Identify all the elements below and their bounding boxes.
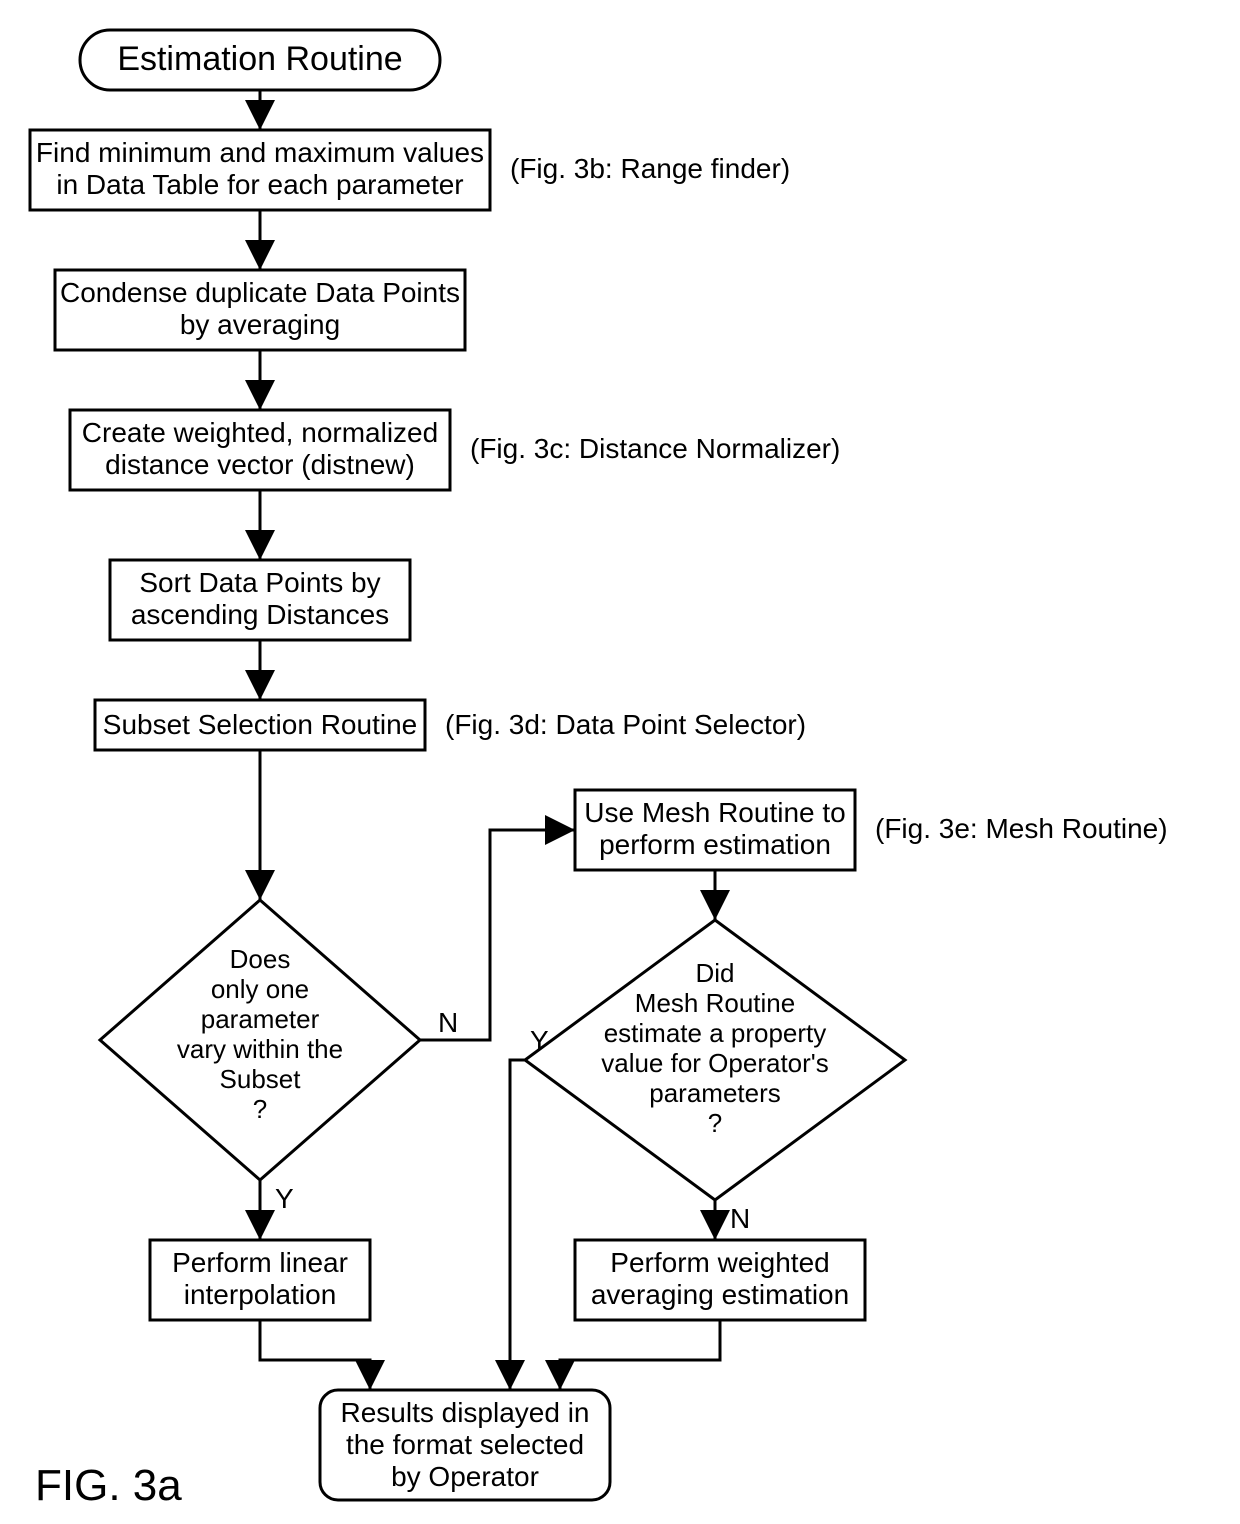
label-d1-no: N: [438, 1007, 458, 1038]
weighted-l1: Perform weighted: [610, 1247, 829, 1278]
edge-linear-results: [260, 1320, 370, 1390]
results-l1: Results displayed in: [340, 1397, 589, 1428]
d2-l4: value for Operator's: [601, 1048, 829, 1078]
sort-line1: Sort Data Points by: [139, 567, 380, 598]
d1-l2: only one: [211, 974, 309, 1004]
d2-l2: Mesh Routine: [635, 988, 795, 1018]
weighted-l2: averaging estimation: [591, 1279, 849, 1310]
flowchart: Estimation Routine Find minimum and maxi…: [0, 0, 1240, 1524]
edge-weighted-results: [560, 1320, 720, 1390]
results-l3: by Operator: [391, 1461, 539, 1492]
d2-l1: Did: [695, 958, 734, 988]
d1-l4: vary within the: [177, 1034, 343, 1064]
condense-line2: by averaging: [180, 309, 340, 340]
label-d2-no: N: [730, 1203, 750, 1234]
edge-d2-yes: [510, 1060, 525, 1390]
annot-distvec: (Fig. 3c: Distance Normalizer): [470, 433, 840, 464]
annot-mesh: (Fig. 3e: Mesh Routine): [875, 813, 1168, 844]
mesh-line1: Use Mesh Routine to: [584, 797, 845, 828]
mesh-line2: perform estimation: [599, 829, 831, 860]
label-start: Estimation Routine: [117, 40, 402, 78]
results-l2: the format selected: [346, 1429, 584, 1460]
label-d2-yes: Y: [530, 1025, 549, 1056]
figure-label: FIG. 3a: [35, 1461, 182, 1510]
condense-line1: Condense duplicate Data Points: [60, 277, 460, 308]
minmax-line2: in Data Table for each parameter: [56, 169, 463, 200]
d1-l5: Subset: [220, 1064, 302, 1094]
distvec-line1: Create weighted, normalized: [82, 417, 438, 448]
d2-l5: parameters: [649, 1078, 781, 1108]
d1-l1: Does: [230, 944, 291, 974]
sort-line2: ascending Distances: [131, 599, 389, 630]
subset-line1: Subset Selection Routine: [103, 709, 417, 740]
d1-l6: ?: [253, 1094, 267, 1124]
linear-l1: Perform linear: [172, 1247, 348, 1278]
annot-subset: (Fig. 3d: Data Point Selector): [445, 709, 806, 740]
d1-l3: parameter: [201, 1004, 320, 1034]
label-d1-yes: Y: [275, 1183, 294, 1214]
distvec-line2: distance vector (distnew): [105, 449, 415, 480]
d2-l3: estimate a property: [604, 1018, 827, 1048]
annot-minmax: (Fig. 3b: Range finder): [510, 153, 790, 184]
minmax-line1: Find minimum and maximum values: [36, 137, 484, 168]
d2-l6: ?: [708, 1108, 722, 1138]
linear-l2: interpolation: [184, 1279, 337, 1310]
